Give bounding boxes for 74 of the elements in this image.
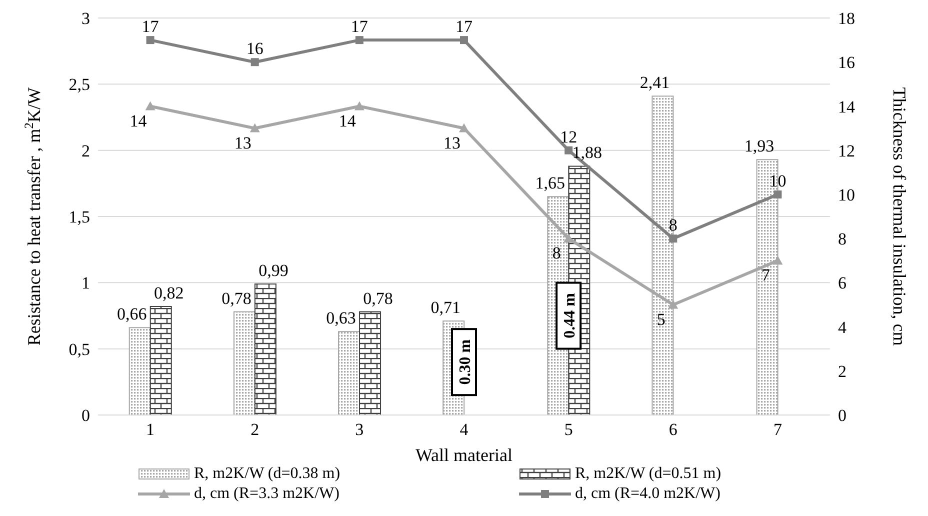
point xyxy=(459,123,469,132)
data-label: 0,99 xyxy=(258,260,288,280)
x-axis-title: Wall material xyxy=(415,445,513,465)
data-label: 5 xyxy=(656,310,666,329)
bar xyxy=(150,306,172,415)
y2-tick-label: 18 xyxy=(838,9,855,28)
data-label: 10 xyxy=(769,171,786,190)
data-label: 0,78 xyxy=(363,288,393,308)
y-tick-label: 2,5 xyxy=(68,75,90,94)
point xyxy=(250,58,259,66)
data-label: 0,71 xyxy=(430,298,460,318)
point xyxy=(355,36,364,44)
data-label: 0,82 xyxy=(154,283,184,302)
data-label: 13 xyxy=(444,133,460,152)
data-label: 1,93 xyxy=(744,136,774,156)
y-tick-label: 0,5 xyxy=(68,340,90,359)
bar xyxy=(128,327,151,415)
point xyxy=(772,256,783,265)
y-tick-label: 1 xyxy=(82,274,90,293)
data-label: 16 xyxy=(246,39,264,58)
data-label: 2,41 xyxy=(640,73,670,92)
point xyxy=(668,300,678,309)
y2-tick-label: 14 xyxy=(838,97,856,116)
bar xyxy=(233,311,256,415)
data-label: 0,63 xyxy=(326,308,356,328)
data-label: 17 xyxy=(456,17,473,36)
data-label: 8 xyxy=(552,244,561,263)
x-tick-label: 7 xyxy=(773,420,782,440)
data-label: 17 xyxy=(350,17,368,36)
y2-tick-label: 6 xyxy=(838,274,846,293)
y-tick-label: 0 xyxy=(82,406,90,426)
data-label: 1,65 xyxy=(535,174,566,193)
point xyxy=(146,36,154,44)
legend-label: d, cm (R=3.3 m2K/W) xyxy=(194,485,340,503)
bar xyxy=(359,311,382,415)
data-label: 14 xyxy=(338,111,356,130)
annotation: 0.44 m xyxy=(562,292,579,338)
x-tick-label: 3 xyxy=(355,420,364,440)
point xyxy=(250,123,260,132)
y2-tick-label: 10 xyxy=(838,185,855,204)
data-label: 7 xyxy=(761,266,770,285)
bar xyxy=(254,283,276,415)
data-label: 0,78 xyxy=(222,288,252,308)
y2-tick-label: 4 xyxy=(838,318,847,337)
y-tick-label: 2 xyxy=(82,141,90,160)
x-tick-label: 1 xyxy=(146,420,155,440)
data-label: 13 xyxy=(234,133,252,152)
x-tick-label: 2 xyxy=(250,420,260,440)
annotation: 0.30 m xyxy=(457,338,474,385)
point xyxy=(774,190,782,198)
y-tick-label: 3 xyxy=(82,9,90,28)
x-tick-label: 6 xyxy=(668,420,678,440)
x-tick-label: 5 xyxy=(564,420,573,440)
legend-label: R, m2K/W (d=0.38 m) xyxy=(194,465,340,483)
legend-label: R, m2K/W (d=0.51 m) xyxy=(575,465,722,483)
point xyxy=(145,101,156,110)
data-label: 14 xyxy=(130,111,148,130)
point xyxy=(354,101,364,110)
data-label: 0,66 xyxy=(116,304,147,324)
y2-tick-label: 16 xyxy=(838,53,855,72)
point xyxy=(564,146,573,154)
y2-axis-title: Thickness of thermal insulation, cm xyxy=(890,87,910,346)
data-label: 8 xyxy=(668,216,678,235)
y2-tick-label: 2 xyxy=(838,362,846,381)
y2-tick-label: 0 xyxy=(838,406,846,426)
bar xyxy=(338,331,360,415)
y2-tick-label: 12 xyxy=(838,141,855,160)
y-tick-label: 1,5 xyxy=(68,208,90,227)
x-tick-label: 4 xyxy=(460,420,469,440)
legend-label: d, cm (R=4.0 m2K/W) xyxy=(575,485,720,503)
point xyxy=(669,234,678,243)
data-label: 17 xyxy=(142,17,160,36)
point xyxy=(460,36,468,44)
y2-tick-label: 8 xyxy=(838,230,846,249)
